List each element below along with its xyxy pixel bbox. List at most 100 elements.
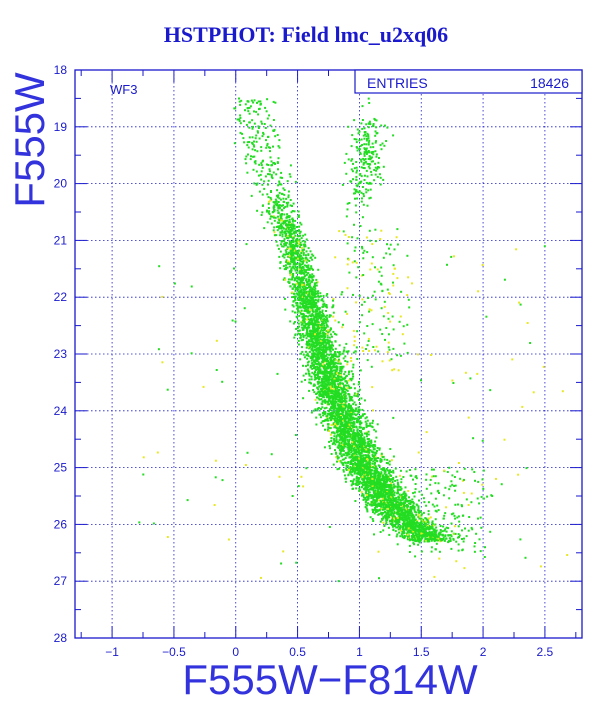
data-point xyxy=(331,392,334,395)
data-point xyxy=(378,465,381,468)
data-point xyxy=(406,506,409,509)
data-point xyxy=(389,491,392,494)
data-point xyxy=(295,304,298,307)
data-point xyxy=(316,281,319,284)
data-point xyxy=(364,466,367,469)
data-point xyxy=(314,290,317,293)
data-point xyxy=(290,224,293,226)
data-point xyxy=(320,346,323,349)
data-point xyxy=(337,447,340,449)
data-point xyxy=(331,431,333,434)
data-point xyxy=(323,361,326,364)
data-point xyxy=(331,365,334,368)
data-point xyxy=(283,240,286,243)
data-point xyxy=(356,465,358,468)
data-point xyxy=(326,371,329,373)
data-point xyxy=(411,518,414,521)
data-point xyxy=(351,482,354,485)
data-point xyxy=(402,524,405,527)
data-point xyxy=(372,520,375,522)
data-point xyxy=(334,449,336,452)
data-point xyxy=(298,333,301,336)
data-point xyxy=(291,210,294,212)
data-point xyxy=(283,238,286,241)
data-point xyxy=(391,508,394,511)
data-point xyxy=(380,472,383,475)
data-point xyxy=(316,401,319,404)
data-point xyxy=(328,330,331,333)
data-point xyxy=(331,411,334,414)
data-point xyxy=(300,291,303,294)
data-point xyxy=(338,444,341,447)
data-point xyxy=(327,331,329,334)
data-point xyxy=(356,440,359,443)
data-point xyxy=(325,377,328,380)
data-point xyxy=(429,527,432,530)
data-point xyxy=(339,431,342,434)
data-point xyxy=(315,337,318,340)
data-point xyxy=(329,401,332,404)
data-point xyxy=(309,309,312,311)
data-point xyxy=(287,253,290,256)
data-point xyxy=(351,399,354,402)
data-point xyxy=(354,410,357,413)
data-point xyxy=(343,427,346,429)
data-point xyxy=(331,335,333,338)
data-point xyxy=(313,296,316,299)
data-point xyxy=(291,220,294,223)
data-point xyxy=(361,414,364,417)
data-point xyxy=(384,523,387,526)
data-point xyxy=(281,219,284,222)
data-point xyxy=(363,399,366,402)
data-point xyxy=(376,447,379,449)
data-point xyxy=(399,498,402,501)
data-point xyxy=(299,286,302,289)
data-point xyxy=(314,330,317,333)
data-point xyxy=(329,378,332,381)
data-point xyxy=(291,246,294,249)
data-point xyxy=(387,491,390,494)
data-point xyxy=(325,360,328,362)
data-point xyxy=(368,478,371,481)
data-point xyxy=(357,434,360,437)
data-point xyxy=(450,535,453,538)
data-point xyxy=(293,279,296,282)
data-point xyxy=(315,281,318,284)
data-point xyxy=(279,267,282,270)
data-point xyxy=(282,253,285,256)
data-point xyxy=(386,517,389,520)
data-point xyxy=(412,530,415,533)
data-point xyxy=(359,474,362,477)
data-point xyxy=(414,539,416,542)
data-point xyxy=(312,384,315,387)
data-point xyxy=(365,494,368,497)
data-point xyxy=(381,484,384,487)
data-point xyxy=(343,384,346,387)
data-point xyxy=(384,475,387,478)
data-point xyxy=(377,487,380,490)
data-point xyxy=(382,500,384,503)
data-point xyxy=(294,298,297,301)
data-point xyxy=(349,398,352,401)
data-point xyxy=(349,433,352,436)
data-point xyxy=(372,502,375,505)
data-point xyxy=(318,368,321,371)
data-point xyxy=(305,269,308,272)
data-point xyxy=(316,332,319,334)
data-point xyxy=(410,522,413,525)
data-point xyxy=(428,532,431,535)
data-point xyxy=(299,311,302,314)
data-point xyxy=(338,353,341,355)
data-point xyxy=(346,425,349,428)
data-point xyxy=(320,377,323,380)
data-point xyxy=(330,453,333,455)
data-point xyxy=(388,478,391,480)
data-point xyxy=(373,512,376,515)
data-point xyxy=(374,494,377,497)
data-point xyxy=(339,419,342,422)
data-point xyxy=(404,525,407,528)
data-point xyxy=(331,417,334,420)
data-point xyxy=(409,514,412,517)
data-point xyxy=(360,494,363,497)
data-point xyxy=(310,319,313,322)
